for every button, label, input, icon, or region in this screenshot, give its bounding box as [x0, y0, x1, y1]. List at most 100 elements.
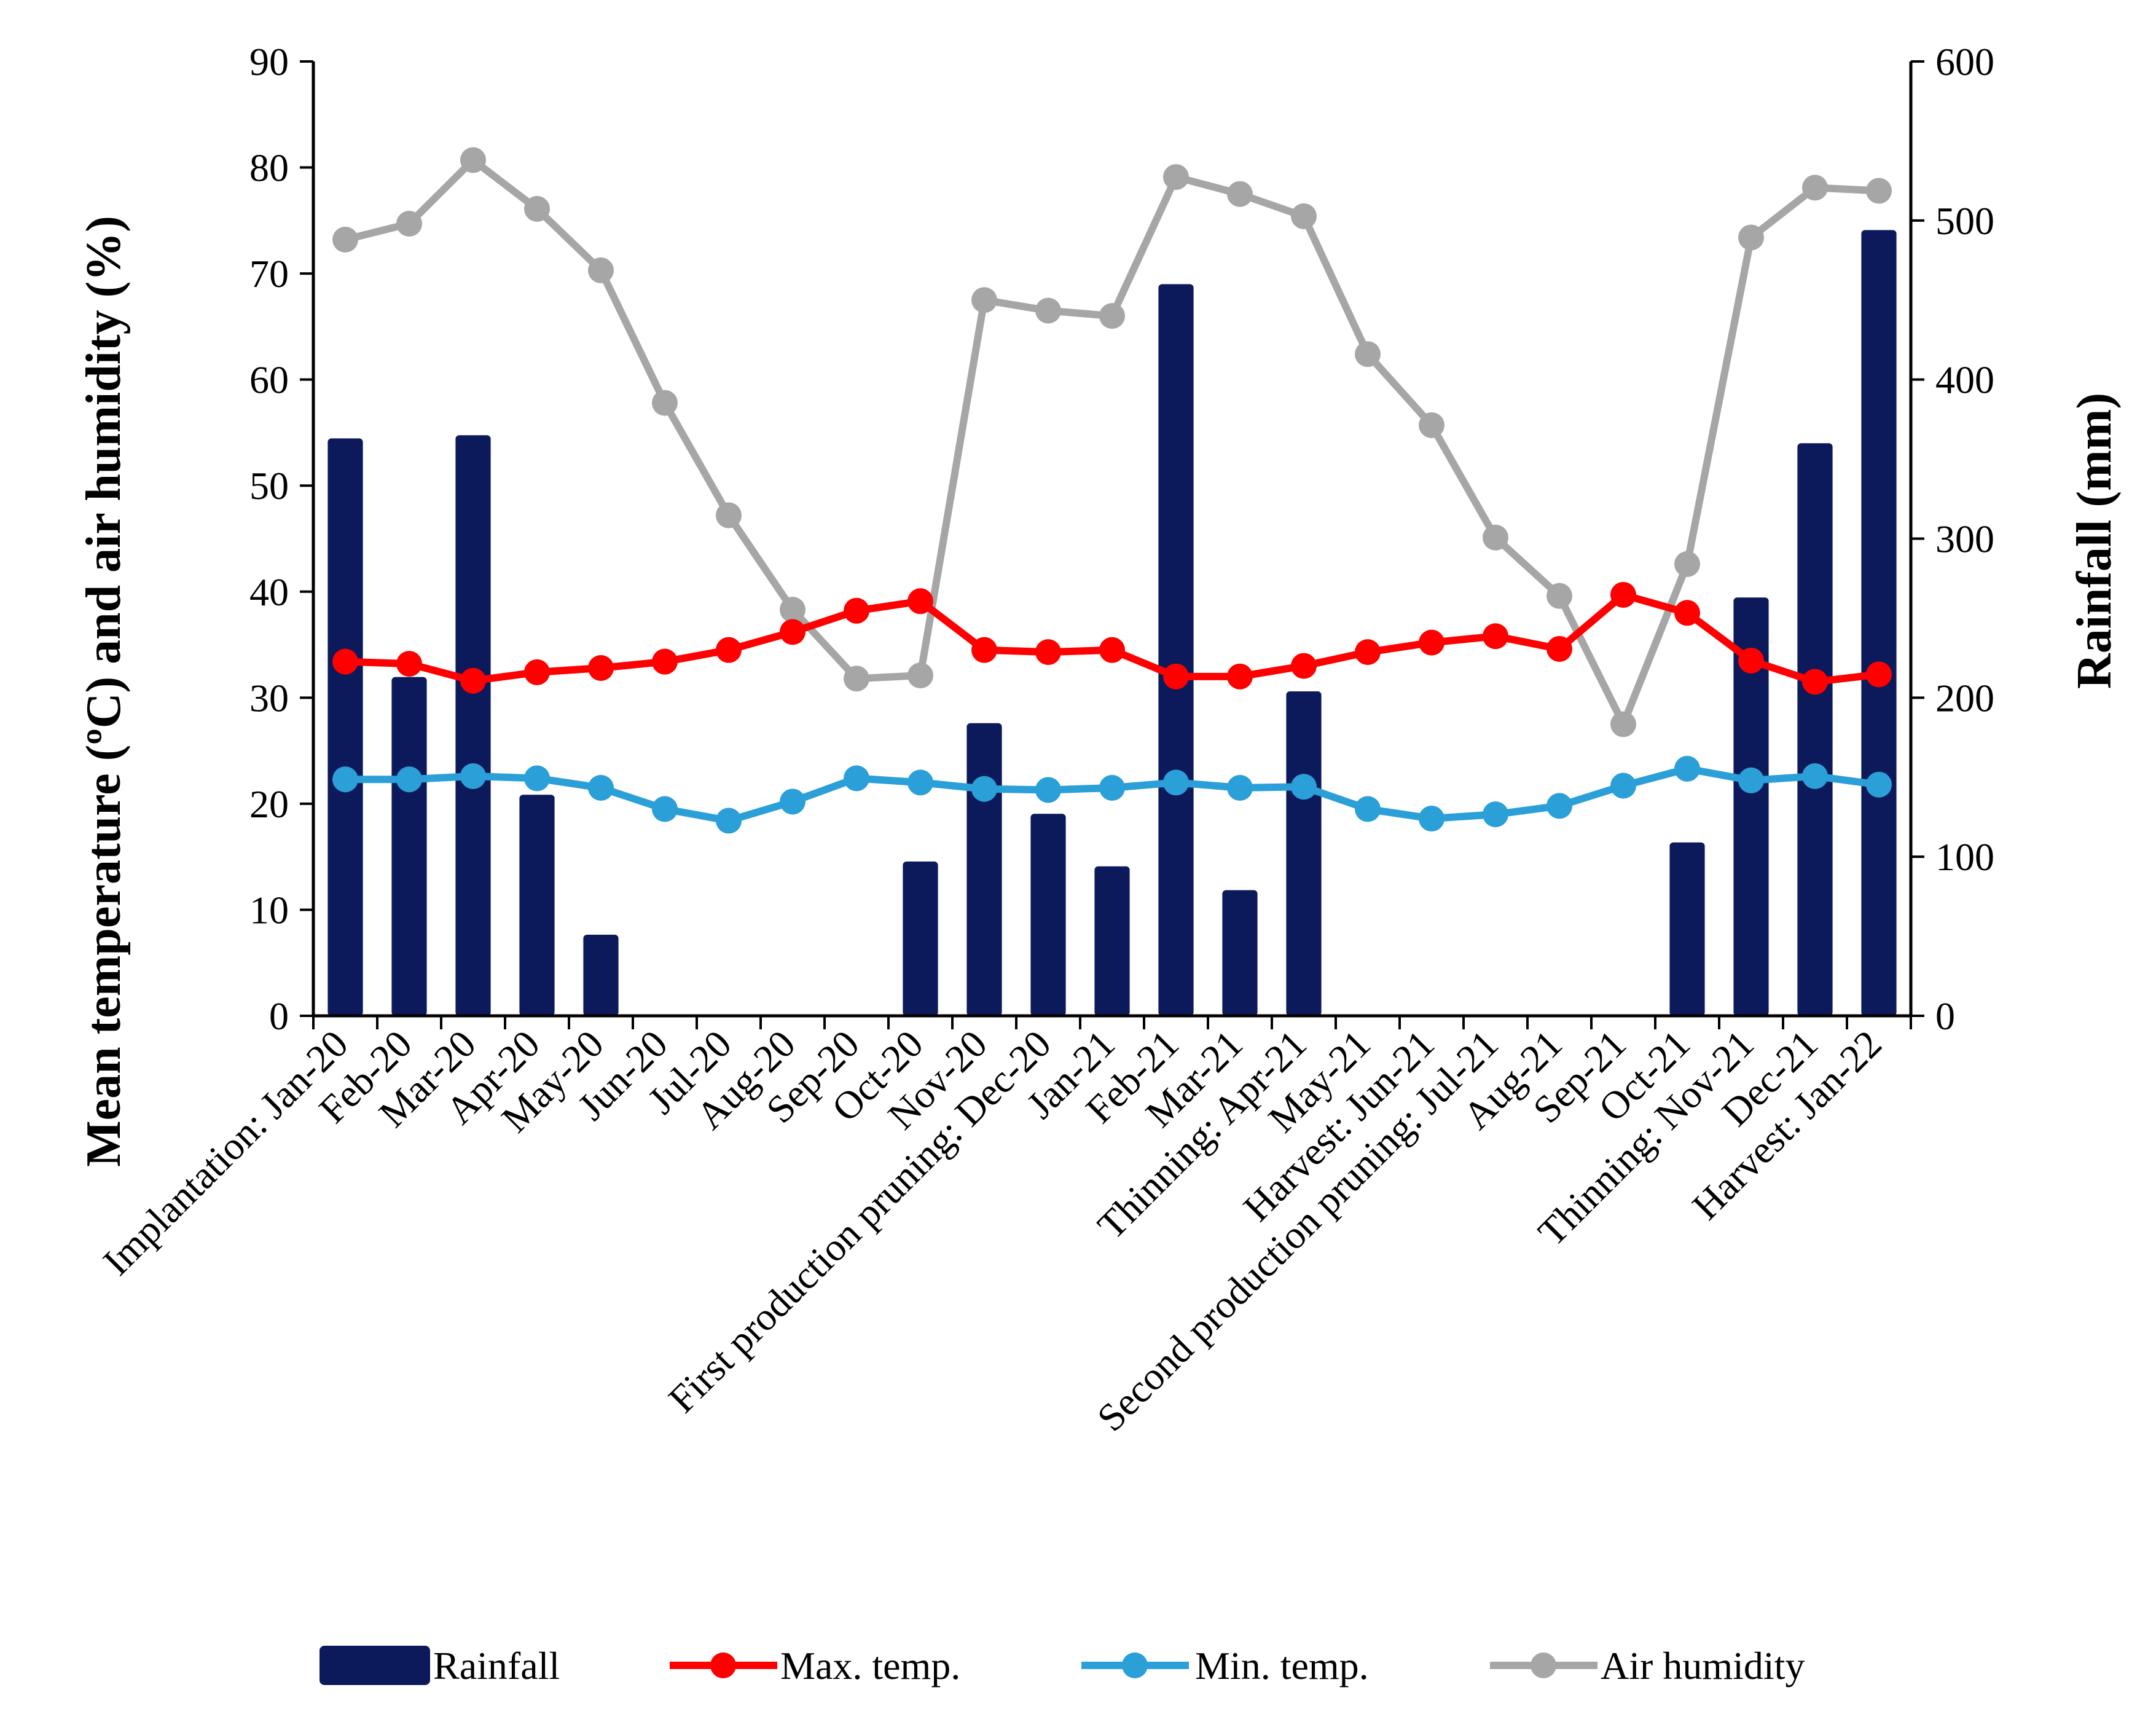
- min-temp-point: [1483, 801, 1508, 828]
- min-temp-point: [1227, 775, 1253, 801]
- legend: Rainfall Max. temp. Min. temp. Air humidity: [319, 1644, 1805, 1688]
- min-temp-point: [396, 766, 422, 793]
- min-temp-point: [716, 807, 742, 834]
- air-humidity-point: [1035, 297, 1061, 324]
- max-temp-point: [332, 648, 358, 675]
- air-humidity-point: [396, 211, 422, 237]
- air-humidity-point: [1227, 181, 1253, 207]
- max-temp-point: [1802, 669, 1828, 695]
- legend-label: Max. temp.: [780, 1644, 960, 1688]
- min-temp-point: [1866, 771, 1892, 798]
- air-humidity-point: [652, 390, 678, 416]
- air-humidity-point: [1163, 164, 1189, 191]
- air-humidity-point: [1546, 583, 1572, 609]
- min-temp-point: [844, 765, 869, 792]
- right-tick-label: 300: [1935, 517, 1994, 561]
- min-temp-point: [1035, 777, 1061, 803]
- min-temp-point: [1738, 767, 1764, 793]
- left-tick-label: 20: [249, 782, 289, 826]
- air-humidity-point: [1866, 178, 1892, 204]
- left-axis-title: Mean temperature (ºC) and air humidity (…: [77, 216, 131, 1167]
- max-temp-point: [524, 659, 550, 685]
- legend-marker-min-temp: [1122, 1652, 1148, 1678]
- min-temp-point: [1546, 793, 1572, 819]
- rainfall-bar: [966, 723, 1002, 1016]
- min-temp-point: [332, 766, 358, 793]
- max-temp-point: [1610, 581, 1636, 608]
- max-temp-point: [907, 588, 933, 615]
- max-temp-point: [1355, 639, 1381, 666]
- left-tick-label: 30: [249, 676, 289, 720]
- left-tick-label: 90: [249, 40, 289, 84]
- air-humidity-point: [716, 502, 742, 528]
- max-temp-point: [1738, 647, 1764, 674]
- rainfall-bar: [519, 795, 555, 1016]
- max-temp-point: [844, 597, 869, 624]
- air-humidity-point: [332, 226, 358, 253]
- right-tick-label: 400: [1935, 358, 1994, 402]
- rainfall-bar: [1094, 866, 1130, 1016]
- left-tick-label: 0: [269, 994, 289, 1038]
- min-temp-point: [971, 776, 997, 802]
- air-humidity-point: [1738, 224, 1764, 251]
- max-temp-point: [1483, 623, 1508, 650]
- right-tick-label: 600: [1935, 40, 1994, 84]
- rainfall-bar: [1861, 230, 1897, 1016]
- max-temp-point: [1035, 639, 1061, 666]
- x-axis-ticks: Implantation: Jan-20Feb-20Mar-20Apr-20Ma…: [95, 1016, 1912, 1440]
- right-tick-label: 0: [1935, 994, 1955, 1038]
- air-humidity-point: [524, 195, 550, 222]
- left-tick-label: 70: [249, 252, 289, 296]
- air-humidity-point: [588, 257, 614, 283]
- rainfall-bar: [903, 861, 938, 1016]
- rainfall-bar: [1733, 597, 1769, 1016]
- x-tick-label: Implantation: Jan-20: [95, 1022, 356, 1284]
- rainfall-bar: [391, 677, 427, 1016]
- min-temp-point: [1674, 755, 1700, 782]
- air-humidity-point: [1099, 303, 1125, 329]
- rainfall-bar: [1797, 443, 1833, 1016]
- right-tick-label: 100: [1935, 835, 1994, 879]
- air-humidity-point: [1610, 711, 1636, 737]
- max-temp-point: [1866, 661, 1892, 688]
- legend-marker-air-humidity: [1531, 1652, 1556, 1678]
- air-humidity-point: [780, 597, 806, 623]
- rainfall-bar: [583, 934, 619, 1016]
- min-temp-point: [780, 788, 806, 815]
- left-tick-label: 40: [249, 570, 289, 614]
- min-temp-point: [1163, 769, 1189, 796]
- air-humidity-point: [1419, 412, 1445, 438]
- legend-label: Min. temp.: [1195, 1644, 1369, 1688]
- min-temp-point: [1099, 775, 1125, 801]
- max-temp-point: [1227, 663, 1253, 690]
- rainfall-bar: [455, 435, 491, 1016]
- min-temp-point: [1419, 806, 1445, 832]
- max-temp-point: [1099, 637, 1125, 663]
- legend-swatch-rainfall: [319, 1646, 430, 1685]
- max-temp-point: [971, 637, 997, 663]
- air-humidity-point: [1291, 203, 1317, 229]
- min-temp-point: [1610, 772, 1636, 799]
- rainfall-bar: [1222, 890, 1258, 1016]
- line-series: [332, 147, 1892, 834]
- min-temp-point: [1802, 763, 1828, 790]
- air-humidity-point: [1674, 551, 1700, 577]
- legend-label: Air humidity: [1601, 1644, 1805, 1688]
- air-humidity-point: [460, 147, 486, 173]
- max-temp-point: [652, 648, 678, 675]
- left-tick-label: 50: [249, 464, 289, 508]
- air-humidity-point: [907, 662, 933, 689]
- max-temp-point: [1419, 629, 1445, 656]
- rainfall-bar: [1669, 842, 1705, 1016]
- left-tick-label: 10: [249, 888, 289, 932]
- max-temp-point: [460, 667, 486, 694]
- left-tick-label: 80: [249, 146, 289, 190]
- air-humidity-point: [1483, 524, 1508, 551]
- legend-marker-max-temp: [710, 1652, 736, 1678]
- max-temp-point: [780, 619, 806, 645]
- max-temp-point: [396, 651, 422, 677]
- max-temp-point: [1674, 600, 1700, 626]
- left-tick-label: 60: [249, 358, 289, 402]
- right-tick-label: 500: [1935, 199, 1994, 243]
